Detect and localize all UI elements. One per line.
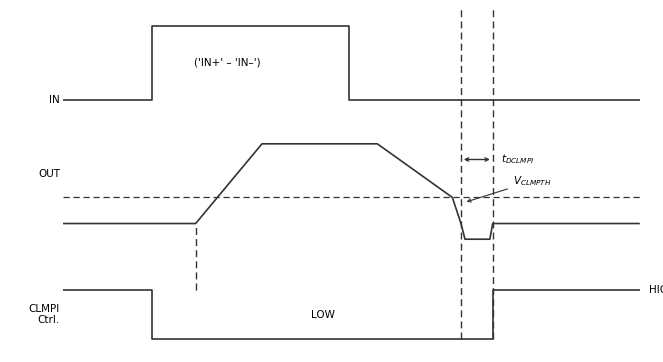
Text: LOW: LOW bbox=[310, 310, 335, 320]
Text: HIGH: HIGH bbox=[649, 285, 663, 295]
Text: CLMPI
Ctrl.: CLMPI Ctrl. bbox=[29, 304, 60, 325]
Text: $t_{DCLMPI}$: $t_{DCLMPI}$ bbox=[501, 153, 535, 167]
Text: ('IN+' – 'IN–'): ('IN+' – 'IN–') bbox=[194, 58, 261, 68]
Text: OUT: OUT bbox=[38, 169, 60, 179]
Text: $V_{CLMPTH}$: $V_{CLMPTH}$ bbox=[467, 174, 552, 202]
Text: IN: IN bbox=[49, 95, 60, 105]
